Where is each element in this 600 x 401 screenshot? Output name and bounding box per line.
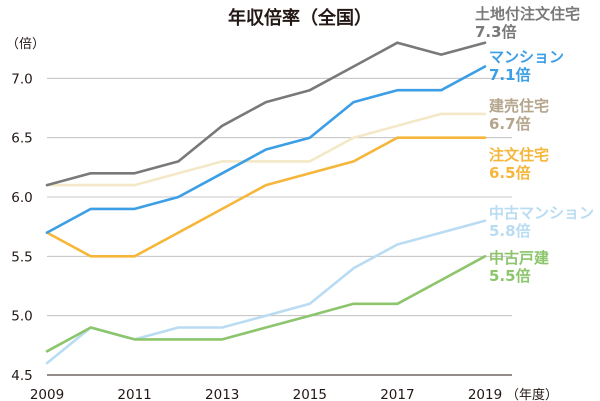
series-labels: 土地付注文住宅7.3倍マンション7.1倍建売住宅6.7倍注文住宅6.5倍中古マン… <box>475 5 594 285</box>
axis-ticks: 4.5 5.0 5.5 6.0 6.5 7.0 2009 2011 2013 2015 2017 20… <box>11 71 502 401</box>
series-lines <box>45 41 487 365</box>
x-tick-label-2017: 2017 <box>380 387 414 401</box>
series-value-label-0: 7.3倍 <box>475 23 517 41</box>
y-tick-label-5.5: 5.5 <box>11 249 32 265</box>
series-line-2 <box>45 112 487 187</box>
series-line-0 <box>45 41 487 187</box>
series-line-1 <box>45 65 487 234</box>
series-name-label-5: 中古戸建 <box>489 249 550 267</box>
x-axis-unit-label: （年度） <box>506 387 558 401</box>
x-tick-label-2015: 2015 <box>293 387 327 401</box>
chart-title: 年収倍率（全国） <box>228 7 372 29</box>
y-tick-label-6.0: 6.0 <box>11 190 32 206</box>
x-tick-label-2009: 2009 <box>30 387 64 401</box>
series-value-label-4: 5.8倍 <box>489 222 531 240</box>
series-name-label-2: 建売住宅 <box>489 97 549 115</box>
y-tick-label-4.5: 4.5 <box>11 368 32 384</box>
x-tick-label-2019: 2019 <box>468 387 502 401</box>
series-name-label-4: 中古マンション <box>489 204 594 222</box>
y-axis-unit-label: （倍） <box>6 37 45 52</box>
series-value-label-2: 6.7倍 <box>489 115 531 133</box>
series-value-label-1: 7.1倍 <box>489 66 531 84</box>
series-line-5 <box>45 254 487 353</box>
grid-lines <box>47 77 512 376</box>
series-line-3 <box>45 136 487 258</box>
y-tick-label-7.0: 7.0 <box>11 71 32 87</box>
series-value-label-3: 6.5倍 <box>489 164 531 182</box>
y-tick-label-5.0: 5.0 <box>11 309 32 325</box>
series-value-label-5: 5.5倍 <box>489 267 531 285</box>
series-name-label-3: 注文住宅 <box>489 146 549 164</box>
series-name-label-1: マンション <box>489 48 564 66</box>
x-tick-label-2011: 2011 <box>117 387 151 401</box>
x-tick-label-2013: 2013 <box>205 387 239 401</box>
series-name-label-0: 土地付注文住宅 <box>475 5 580 23</box>
y-tick-label-6.5: 6.5 <box>11 131 32 147</box>
